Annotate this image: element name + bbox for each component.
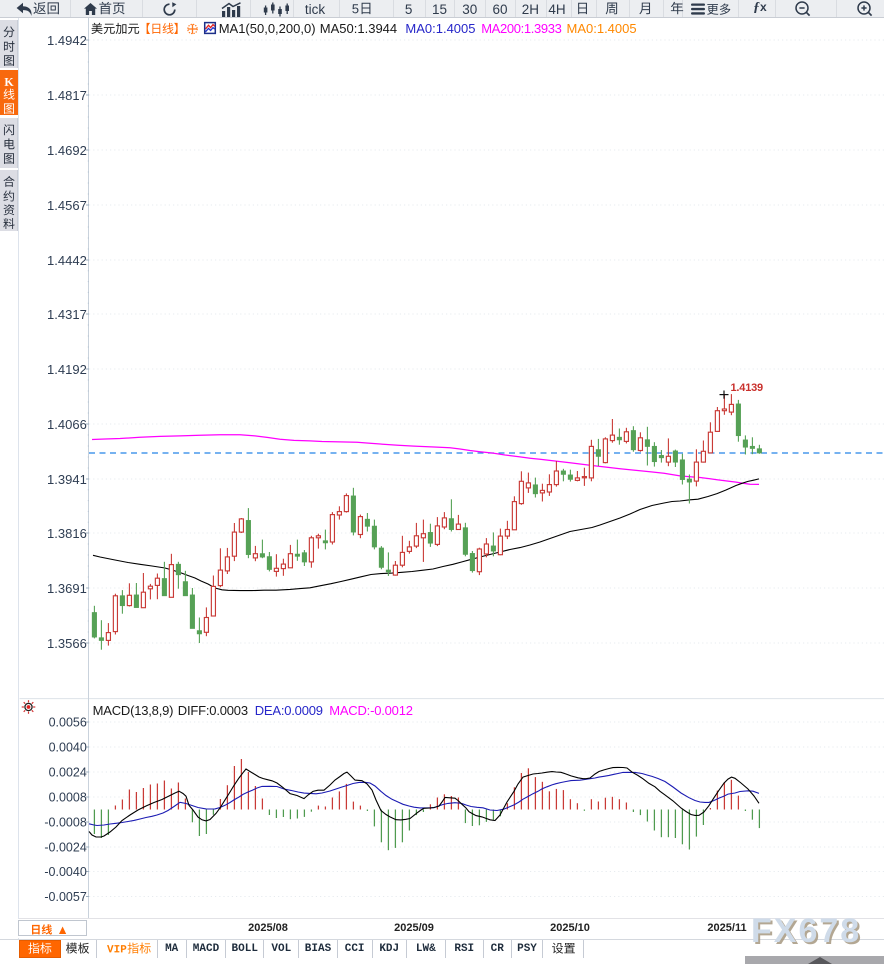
svg-text:1.4066: 1.4066 [47,417,87,432]
svg-text:MA1(50,0,200,0): MA1(50,0,200,0) [219,21,316,36]
svg-text:MACD:-0.0012: MACD:-0.0012 [329,703,413,718]
svg-text:1.4567: 1.4567 [47,198,87,213]
svg-text:1.4942: 1.4942 [47,33,87,48]
svg-text:MACD(13,8,9): MACD(13,8,9) [93,703,174,718]
svg-text:-0.0057: -0.0057 [44,890,86,904]
svg-text:-0.0040: -0.0040 [44,865,86,879]
svg-text:1.4192: 1.4192 [47,362,87,377]
svg-text:0.0024: 0.0024 [49,766,87,780]
svg-text:-0.0008: -0.0008 [44,816,86,830]
svg-text:1.4139: 1.4139 [731,382,764,394]
svg-text:0.0056: 0.0056 [49,716,87,730]
svg-text:DIFF:0.0003: DIFF:0.0003 [178,703,248,718]
svg-text:MA200:1.3933: MA200:1.3933 [481,21,561,36]
svg-text:MA0:1.4005: MA0:1.4005 [405,21,475,36]
svg-text:1.3566: 1.3566 [47,636,87,651]
svg-text:MA50:1.3944: MA50:1.3944 [320,21,397,36]
svg-text:DEA:0.0009: DEA:0.0009 [255,703,323,718]
svg-text:1.3816: 1.3816 [47,526,87,541]
svg-text:1.4317: 1.4317 [47,307,87,322]
svg-text:1.4442: 1.4442 [47,253,87,268]
svg-text:1.3691: 1.3691 [47,581,87,596]
svg-text:1.4817: 1.4817 [47,88,87,103]
svg-text:1.3941: 1.3941 [47,472,87,487]
svg-text:0.0008: 0.0008 [49,791,87,805]
svg-text:-0.0024: -0.0024 [44,841,86,855]
svg-text:1.4692: 1.4692 [47,143,87,158]
svg-text:0.0040: 0.0040 [49,741,87,755]
svg-text:MA0:1.4005: MA0:1.4005 [567,21,637,36]
